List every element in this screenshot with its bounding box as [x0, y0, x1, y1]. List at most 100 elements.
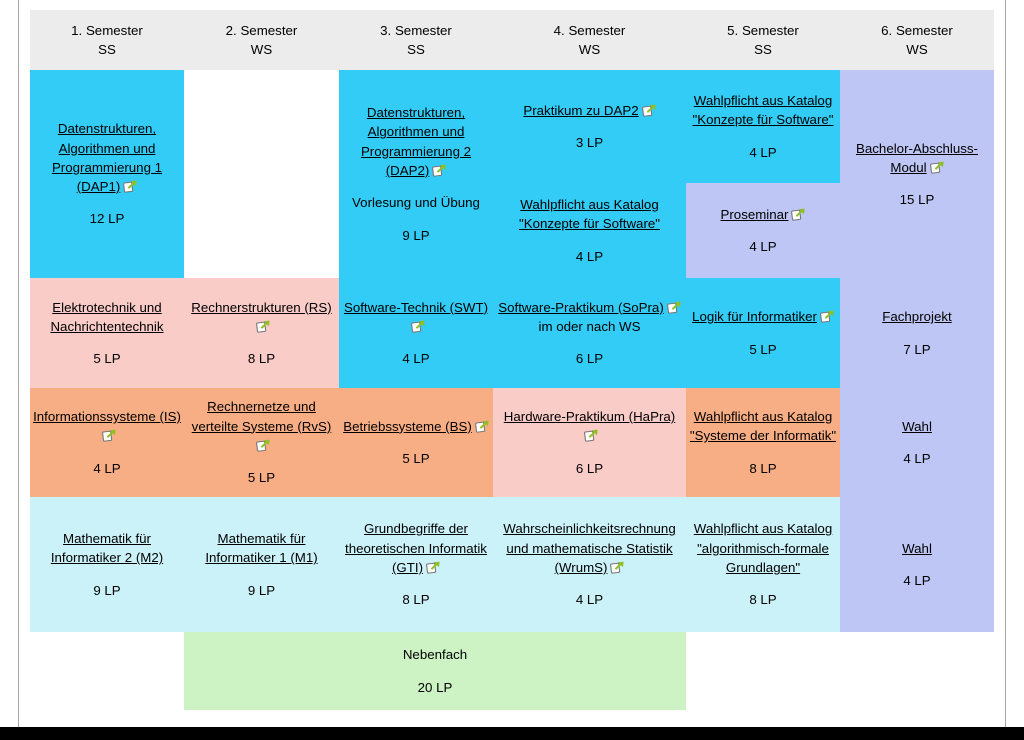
link-wahlpflicht-systeme[interactable]: Wahlpflicht aus Katalog "Systeme der Inf…: [690, 409, 836, 443]
link-wahlpflicht-konzepte-sem4[interactable]: Wahlpflicht aus Katalog "Konzepte für So…: [519, 197, 660, 231]
cell-wahl-row4: Wahl 4 LP: [840, 497, 994, 632]
lp-label: 9 LP: [402, 227, 430, 243]
lp-label: 8 LP: [749, 592, 777, 608]
cell-nebenfach: Nebenfach 20 LP: [184, 632, 686, 710]
cell-bachelor-abschluss-modul: Bachelor-Abschluss-Modul 15 LP: [840, 70, 994, 278]
right-frame-border: [1005, 0, 1006, 727]
term-label: SS: [754, 42, 772, 57]
link-proseminar[interactable]: Proseminar: [721, 207, 806, 222]
link-bachelor-abschluss-modul[interactable]: Bachelor-Abschluss-Modul: [856, 141, 978, 175]
external-link-icon: [474, 420, 489, 433]
cell-mathematik-2: Mathematik für Informatiker 2 (M2) 9 LP: [30, 497, 184, 632]
external-link-icon: [820, 310, 834, 323]
course-title: Software-Praktikum (SoPra): [498, 299, 664, 315]
link-praktikum-dap2[interactable]: Praktikum zu DAP2: [523, 103, 656, 118]
cell-mathematik-1: Mathematik für Informatiker 1 (M1) 9 LP: [184, 497, 339, 632]
link-dap2[interactable]: Datenstrukturen, Algorithmen und Program…: [361, 105, 471, 178]
course-title: Wahlpflicht aus Katalog "Systeme der Inf…: [689, 409, 837, 444]
course-title: Datenstrukturen, Algorithmen und Program…: [360, 105, 472, 178]
link-wrums[interactable]: Wahrscheinlichkeitsrechnung und mathemat…: [503, 521, 675, 575]
course-title: Wahlpflicht aus Katalog "Konzepte für So…: [518, 197, 660, 232]
cell-dap2: Datenstrukturen, Algorithmen und Program…: [339, 70, 493, 278]
lp-label: 4 LP: [903, 451, 931, 466]
link-wahl-row3[interactable]: Wahl: [902, 419, 932, 434]
study-plan-table: 1. Semester SS 2. Semester WS 3. Semeste…: [30, 10, 994, 710]
cell-wahlpflicht-algorithmisch: Wahlpflicht aus Katalog "algorithmisch-f…: [686, 497, 840, 632]
cell-wahlpflicht-konzepte-sem4: Wahlpflicht aus Katalog "Konzepte für So…: [493, 183, 686, 278]
course-title: Nebenfach: [402, 647, 468, 663]
lp-label: 8 LP: [402, 592, 430, 608]
course-title: Wahl: [902, 418, 932, 434]
external-link-icon: [929, 161, 944, 174]
course-title: Hardware-Praktikum (HaPra): [503, 409, 676, 425]
link-wahlpflicht-konzepte-sem5[interactable]: Wahlpflicht aus Katalog "Konzepte für So…: [692, 93, 833, 127]
link-mathematik-1[interactable]: Mathematik für Informatiker 1 (M1): [205, 531, 317, 565]
cell-empty-sem2-top: [184, 70, 339, 278]
lp-label: 8 LP: [247, 351, 276, 367]
course-title: Rechnerstrukturen (RS): [191, 299, 332, 315]
lp-label: 4 LP: [903, 573, 931, 588]
course-title: Wahl: [902, 540, 932, 556]
row-5: Nebenfach 20 LP: [30, 632, 994, 710]
course-title: Betriebssysteme (BS): [343, 418, 472, 434]
link-rvs[interactable]: Rechnernetze und verteilte Systeme (RvS): [192, 399, 331, 453]
external-link-icon: [410, 320, 425, 333]
course-title: Bachelor-Abschluss-Modul: [856, 140, 978, 175]
external-link-icon: [584, 429, 598, 443]
lp-label: 6 LP: [575, 351, 604, 367]
external-link-icon: [101, 429, 116, 443]
header-semester-1: 1. Semester SS: [30, 10, 184, 70]
cell-gti: Grundbegriffe der theoretischen Informat…: [339, 497, 493, 632]
lp-label: 5 LP: [402, 451, 430, 466]
course-subtitle: im oder nach WS: [538, 318, 641, 334]
lp-label: 6 LP: [575, 460, 604, 476]
link-gti[interactable]: Grundbegriffe der theoretischen Informat…: [345, 521, 487, 575]
course-title: Wahrscheinlichkeitsrechnung und mathemat…: [503, 521, 676, 575]
cell-logik: Logik für Informatiker 5 LP: [686, 278, 840, 388]
link-mathematik-2[interactable]: Mathematik für Informatiker 2 (M2): [51, 531, 163, 565]
cell-rechnerstrukturen: Rechnerstrukturen (RS) 8 LP: [184, 278, 339, 388]
header-semester-2: 2. Semester WS: [184, 10, 339, 70]
cell-empty-sem1-bottom: [30, 632, 184, 710]
link-wahlpflicht-algorithmisch[interactable]: Wahlpflicht aus Katalog "algorithmisch-f…: [694, 521, 832, 575]
course-title: Proseminar: [720, 206, 789, 222]
course-title: Logik für Informatiker: [692, 309, 817, 325]
lp-label: 4 LP: [575, 592, 604, 608]
semester-label: 6. Semester: [881, 23, 953, 38]
external-link-icon: [256, 439, 270, 452]
cell-wahlpflicht-konzepte-sem5: Wahlpflicht aus Katalog "Konzepte für So…: [686, 70, 840, 183]
link-elektrotechnik[interactable]: Elektrotechnik und Nachrichtentechnik: [50, 300, 163, 334]
cell-rvs: Rechnernetze und verteilte Systeme (RvS)…: [184, 388, 339, 497]
lp-label: 12 LP: [89, 211, 125, 227]
link-software-praktikum[interactable]: Software-Praktikum (SoPra): [498, 300, 681, 315]
external-link-icon: [426, 561, 440, 574]
link-dap1[interactable]: Datenstrukturen, Algorithmen und Program…: [52, 121, 162, 194]
external-link-icon: [256, 320, 270, 333]
term-label: SS: [407, 42, 425, 57]
lp-label: 5 LP: [93, 351, 121, 367]
link-logik[interactable]: Logik für Informatiker: [692, 309, 834, 324]
course-title: Elektrotechnik und Nachrichtentechnik: [50, 299, 164, 334]
link-fachprojekt[interactable]: Fachprojekt: [882, 309, 951, 324]
course-title: Datenstrukturen, Algorithmen und Program…: [51, 121, 163, 195]
cell-hardware-praktikum: Hardware-Praktikum (HaPra) 6 LP: [493, 388, 686, 497]
link-betriebssysteme[interactable]: Betriebssysteme (BS): [343, 419, 489, 434]
course-title: Fachprojekt: [882, 309, 952, 325]
cell-software-praktikum: Software-Praktikum (SoPra) im oder nach …: [493, 278, 686, 388]
external-link-icon: [791, 208, 806, 221]
row-3: Informationssysteme (IS) 4 LP Rechnernet…: [30, 388, 994, 497]
lp-label: 15 LP: [899, 192, 935, 208]
link-informationssysteme[interactable]: Informationssysteme (IS): [33, 409, 181, 443]
course-title: Grundbegriffe der theoretischen Informat…: [345, 521, 487, 575]
external-link-icon: [610, 561, 625, 574]
lp-label: 4 LP: [749, 144, 777, 160]
link-wahl-row4[interactable]: Wahl: [902, 541, 932, 556]
lp-label: 5 LP: [749, 341, 777, 357]
cell-proseminar: Proseminar 4 LP: [686, 183, 840, 278]
link-hardware-praktikum[interactable]: Hardware-Praktikum (HaPra): [504, 409, 675, 443]
link-rechnerstrukturen[interactable]: Rechnerstrukturen (RS): [191, 299, 332, 334]
link-software-technik[interactable]: Software-Technik (SWT): [344, 300, 488, 334]
header-semester-3: 3. Semester SS: [339, 10, 493, 70]
cell-fachprojekt: Fachprojekt 7 LP: [840, 278, 994, 388]
row-4: Mathematik für Informatiker 2 (M2) 9 LP …: [30, 497, 994, 632]
